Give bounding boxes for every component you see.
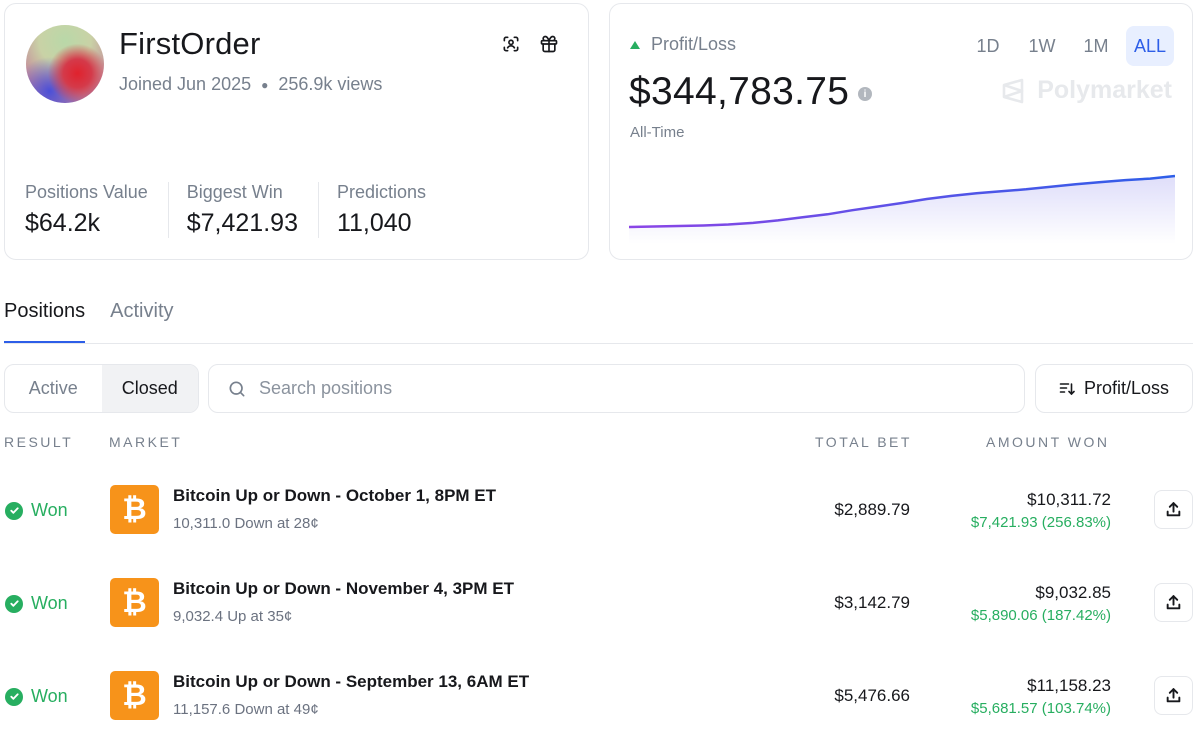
market-position: 11,157.6 Down at 49¢ xyxy=(173,701,319,718)
stat-biggest-win: Biggest Win $7,421.93 xyxy=(187,182,319,238)
share-icon xyxy=(1166,595,1181,610)
stat-label: Biggest Win xyxy=(186,182,283,202)
profile-stats: Positions Value $64.2k Biggest Win $7,42… xyxy=(25,182,464,238)
polymarket-watermark: Polymarket xyxy=(999,76,1172,105)
view-count: 256.9k views xyxy=(278,74,383,94)
search-box xyxy=(208,364,1025,413)
separator-dot: ● xyxy=(261,77,269,92)
sort-label: Profit/Loss xyxy=(1083,378,1170,398)
result-label: Won xyxy=(31,686,68,706)
table-row[interactable]: Won ₿ Bitcoin Up or Down - November 4, 3… xyxy=(0,569,1200,629)
amount-won: $9,032.85 xyxy=(1035,583,1111,602)
bitcoin-icon: ₿ xyxy=(110,671,159,720)
bitcoin-icon: ₿ xyxy=(110,578,159,627)
market-position: 9,032.4 Up at 35¢ xyxy=(173,608,293,625)
profile-meta: Joined Jun 2025 ● 256.9k views xyxy=(119,74,382,95)
profile-card: FirstOrder Joined Jun 2025 ● 256.9k view… xyxy=(4,3,589,260)
share-icon xyxy=(1166,688,1181,703)
gift-icon[interactable] xyxy=(537,32,561,56)
range-1w[interactable]: 1W xyxy=(1028,35,1056,56)
pnl-value-row: $344,783.75 i xyxy=(629,70,873,114)
table-row[interactable]: Won ₿ Bitcoin Up or Down - September 13,… xyxy=(0,662,1200,722)
pnl-period: All-Time xyxy=(630,124,685,141)
result-status: Won xyxy=(5,500,68,521)
share-button[interactable] xyxy=(1154,490,1193,529)
range-all[interactable]: ALL xyxy=(1126,26,1174,66)
header-market[interactable]: MARKET xyxy=(109,434,183,450)
check-circle-icon xyxy=(5,687,23,706)
share-button[interactable] xyxy=(1154,583,1193,622)
stat-label: Predictions xyxy=(336,182,427,202)
stat-value: 11,040 xyxy=(336,209,412,237)
amount-won: $11,158.23 xyxy=(1027,676,1111,695)
sort-icon xyxy=(1059,382,1075,395)
market-title[interactable]: Bitcoin Up or Down - October 1, 8PM ET xyxy=(173,486,497,505)
range-1d[interactable]: 1D xyxy=(976,35,1000,56)
username: FirstOrder xyxy=(119,26,261,61)
segment-closed[interactable]: Closed xyxy=(101,365,198,412)
info-icon[interactable]: i xyxy=(858,87,873,101)
stat-label: Positions Value xyxy=(25,182,148,202)
pnl-label-row: Profit/Loss xyxy=(630,34,736,55)
check-circle-icon xyxy=(5,501,23,520)
range-1m[interactable]: 1M xyxy=(1083,35,1109,56)
total-bet: $5,476.66 xyxy=(834,686,910,705)
segment-active[interactable]: Active xyxy=(28,378,78,398)
joined-date: Joined Jun 2025 xyxy=(119,74,252,94)
stat-positions-value: Positions Value $64.2k xyxy=(25,182,169,238)
stat-value: $7,421.93 xyxy=(186,209,298,237)
sort-button[interactable]: Profit/Loss xyxy=(1035,364,1193,413)
polymarket-logo-icon xyxy=(1002,78,1024,103)
header-amount-won[interactable]: AMOUNT WON xyxy=(986,434,1110,450)
profit-amount: $7,421.93 (256.83%) xyxy=(970,514,1111,531)
search-input[interactable] xyxy=(259,378,1019,399)
market-title[interactable]: Bitcoin Up or Down - September 13, 6AM E… xyxy=(173,672,530,691)
tab-positions[interactable]: Positions xyxy=(4,300,86,343)
market-title[interactable]: Bitcoin Up or Down - November 4, 3PM ET xyxy=(173,579,514,598)
pnl-label: Profit/Loss xyxy=(651,34,737,54)
pnl-value: $344,783.75 xyxy=(629,70,850,113)
profit-amount: $5,890.06 (187.42%) xyxy=(970,607,1111,624)
profit-loss-card: Profit/Loss $344,783.75 i All-Time 1D 1W… xyxy=(609,3,1193,260)
content-tabs: Positions Activity xyxy=(4,300,174,343)
result-status: Won xyxy=(5,593,68,614)
header-total-bet[interactable]: TOTAL BET xyxy=(815,434,912,450)
total-bet: $3,142.79 xyxy=(834,593,910,612)
share-icon xyxy=(1166,502,1181,517)
position-status-toggle: Active Closed xyxy=(4,364,199,413)
check-circle-icon xyxy=(5,594,23,613)
header-result[interactable]: RESULT xyxy=(4,434,74,450)
range-selector: 1D 1W 1M ALL xyxy=(964,26,1174,66)
up-triangle-icon xyxy=(630,40,640,49)
brand-name: Polymarket xyxy=(1037,76,1172,104)
profit-amount: $5,681.57 (103.74%) xyxy=(970,700,1111,717)
amount-won: $10,311.72 xyxy=(1027,490,1111,509)
total-bet: $2,889.79 xyxy=(834,500,910,519)
result-label: Won xyxy=(31,500,68,520)
scan-face-icon[interactable] xyxy=(499,32,523,56)
table-row[interactable]: Won ₿ Bitcoin Up or Down - October 1, 8P… xyxy=(0,476,1200,536)
tabs-divider xyxy=(4,343,1193,344)
bitcoin-icon: ₿ xyxy=(110,485,159,534)
result-label: Won xyxy=(31,593,68,613)
share-button[interactable] xyxy=(1154,676,1193,715)
tab-activity[interactable]: Activity xyxy=(110,300,174,322)
stat-value: $64.2k xyxy=(25,209,101,237)
avatar[interactable] xyxy=(26,25,104,103)
stat-predictions: Predictions 11,040 xyxy=(337,182,446,238)
pnl-trend-line xyxy=(629,174,1175,229)
pnl-sparkline-chart xyxy=(629,174,1175,244)
market-position: 10,311.0 Down at 28¢ xyxy=(173,515,319,532)
search-icon xyxy=(229,381,245,396)
result-status: Won xyxy=(5,686,68,707)
pnl-area-fill xyxy=(629,176,1175,244)
